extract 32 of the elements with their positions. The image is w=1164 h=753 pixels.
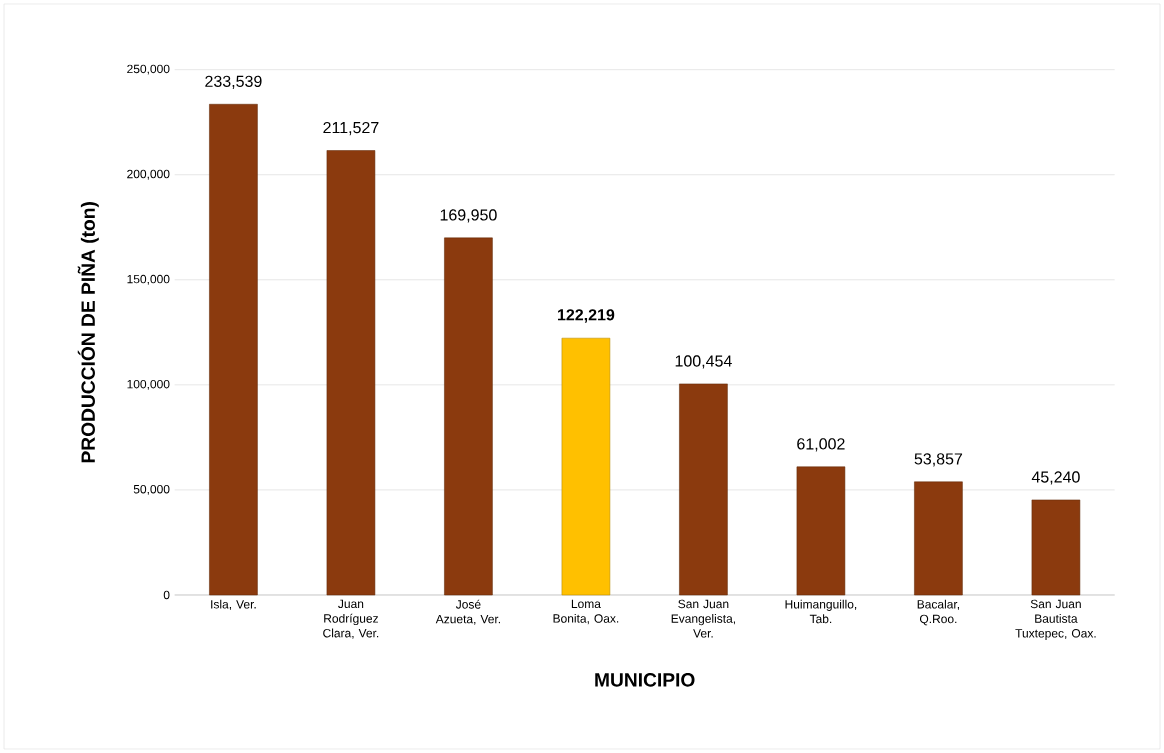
x-tick-label: Juan Rodríguez Clara, Ver. — [323, 599, 379, 639]
data-label: 211,527 — [323, 121, 379, 136]
y-tick-label: 0 — [163, 590, 170, 600]
x-tick-label: Loma Bonita, Oax. — [553, 599, 619, 625]
data-label: 53,857 — [914, 453, 963, 467]
bar — [1031, 499, 1081, 596]
bar — [444, 237, 493, 596]
data-label: 233,539 — [205, 75, 262, 89]
bar — [561, 337, 611, 596]
data-label: 45,240 — [1031, 471, 1080, 485]
x-tick-label: San Juan Bautista Tuxtepec, Oax. — [1015, 599, 1096, 640]
y-axis-title: PRODUCCIÓN DE PIÑA (ton) — [77, 202, 99, 463]
x-tick-label: San Juan Evangelista, Ver. — [671, 599, 736, 638]
y-tick-label: 50,000 — [133, 484, 170, 495]
x-tick-label: Bacalar, Q.Roo. — [917, 599, 960, 626]
bar — [209, 103, 258, 596]
y-tick-label: 200,000 — [127, 169, 170, 180]
data-label: 122,219 — [558, 309, 615, 323]
x-axis-title: MUNICIPIO — [595, 673, 695, 687]
bar — [326, 150, 376, 596]
bar — [796, 466, 846, 596]
data-label: 100,454 — [675, 355, 732, 369]
data-label: 169,950 — [440, 209, 497, 223]
bar — [679, 383, 728, 596]
data-label: 61,002 — [797, 438, 845, 452]
x-tick-label: José Azueta, Ver. — [435, 599, 501, 625]
x-tick-label: Huimanguillo, Tab. — [785, 599, 857, 624]
y-tick-label: 250,000 — [127, 64, 170, 75]
bar — [914, 481, 963, 596]
y-tick-label: 100,000 — [127, 379, 170, 390]
x-tick-label: Isla, Ver. — [211, 599, 256, 610]
y-tick-label: 150,000 — [127, 274, 170, 285]
